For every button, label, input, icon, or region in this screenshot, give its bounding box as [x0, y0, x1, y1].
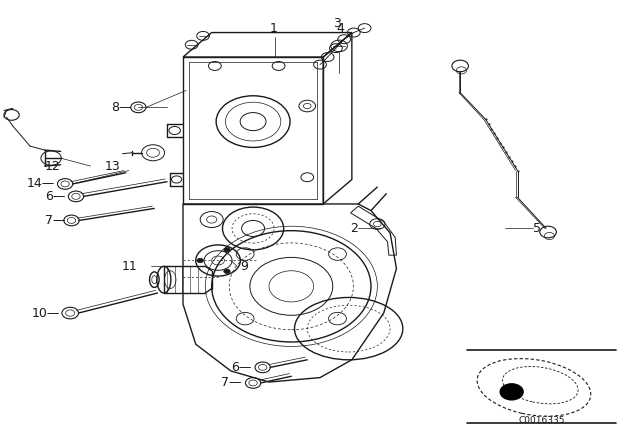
Circle shape: [500, 384, 523, 400]
Text: 8—: 8—: [111, 101, 131, 114]
Text: 4: 4: [336, 22, 344, 34]
Circle shape: [224, 269, 230, 274]
Text: 5: 5: [534, 222, 541, 235]
Text: 9: 9: [241, 260, 248, 273]
Text: 11: 11: [121, 260, 137, 273]
Text: 14—: 14—: [27, 177, 55, 190]
Text: 13: 13: [104, 159, 120, 172]
Text: 12: 12: [45, 159, 60, 172]
Text: 10—: 10—: [32, 306, 60, 319]
Text: 6—: 6—: [231, 361, 251, 374]
Text: 6—: 6—: [45, 190, 65, 203]
Text: 3: 3: [333, 17, 340, 30]
Text: 2: 2: [351, 222, 358, 235]
Circle shape: [224, 247, 230, 252]
Text: 7—: 7—: [45, 214, 65, 227]
Text: 7—: 7—: [221, 376, 242, 389]
Circle shape: [197, 258, 204, 263]
Text: C0016335: C0016335: [518, 416, 564, 425]
Text: 1: 1: [269, 22, 277, 34]
